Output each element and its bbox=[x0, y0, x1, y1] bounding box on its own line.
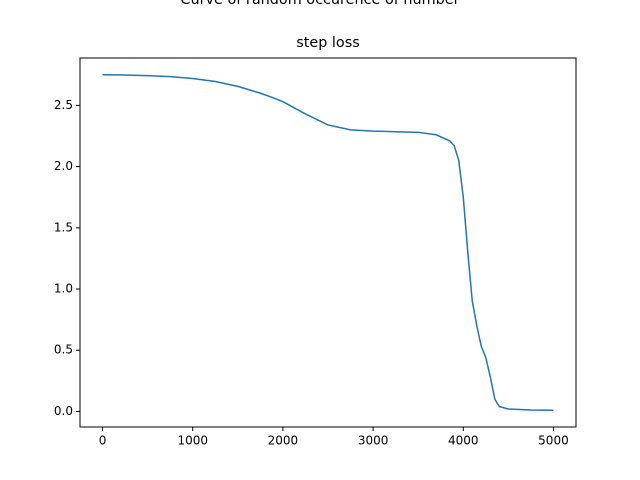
x-tick-label: 1000 bbox=[177, 434, 208, 448]
y-tick-label: 0.0 bbox=[54, 404, 73, 418]
x-tick-label: 2000 bbox=[268, 434, 299, 448]
chart-title: step loss bbox=[296, 35, 360, 51]
x-tick-label: 0 bbox=[99, 434, 107, 448]
x-tick-label: 4000 bbox=[448, 434, 479, 448]
x-tick-label: 3000 bbox=[358, 434, 389, 448]
y-tick-label: 1.5 bbox=[54, 220, 73, 234]
y-tick-label: 2.5 bbox=[54, 98, 73, 112]
axes-frame bbox=[79, 57, 577, 428]
y-tick-label: 1.0 bbox=[54, 282, 73, 296]
suptitle: Curve of random occurence of number bbox=[180, 0, 459, 8]
line-series bbox=[102, 74, 554, 411]
x-tick-label: 5000 bbox=[538, 434, 569, 448]
y-tick-label: 0.5 bbox=[54, 343, 73, 357]
y-tick-label: 2.0 bbox=[54, 159, 73, 173]
